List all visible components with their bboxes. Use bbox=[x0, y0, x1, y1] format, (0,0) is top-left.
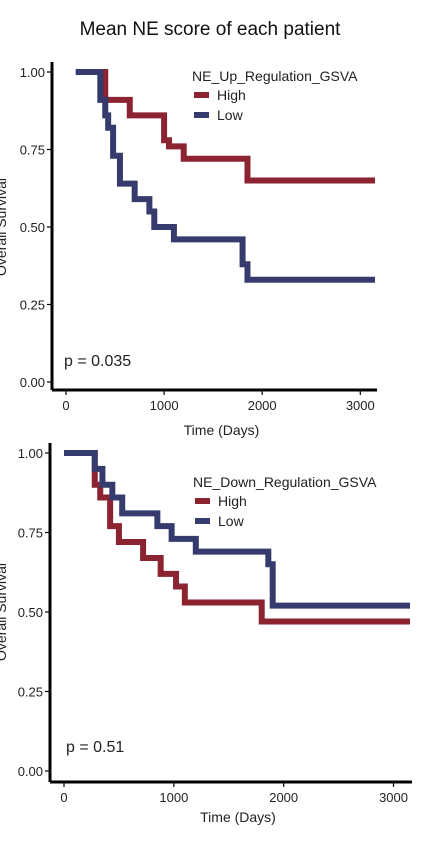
x-tick-label: 3000 bbox=[379, 790, 408, 805]
y-tick-label: 0.75 bbox=[18, 526, 43, 541]
legend-title: NE_Down_Regulation_GSVA bbox=[193, 474, 377, 490]
x-tick-label: 0 bbox=[62, 398, 69, 413]
x-tick-label: 0 bbox=[60, 790, 67, 805]
y-tick-label: 0.00 bbox=[18, 764, 43, 779]
legend-label-low: Low bbox=[218, 513, 245, 529]
y-tick-label: 0.50 bbox=[18, 605, 43, 620]
x-tick-label: 1000 bbox=[159, 790, 188, 805]
survival-curve-low bbox=[64, 450, 410, 609]
legend-label-high: High bbox=[218, 493, 247, 509]
top-panel: 0.00 0.25 0.50 0.75 1.00 0 1000 2000 3000 Time (D… bbox=[0, 62, 377, 438]
y-tick-label: 0.25 bbox=[20, 298, 45, 313]
x-tick-label: 1000 bbox=[150, 398, 179, 413]
p-value-label: p = 0.035 bbox=[64, 353, 131, 370]
x-tick-label: 2000 bbox=[248, 398, 277, 413]
y-tick-label: 0.50 bbox=[20, 220, 45, 235]
legend-title: NE_Up_Regulation_GSVA bbox=[192, 68, 358, 84]
y-axis-label: Overall Survival bbox=[0, 178, 9, 276]
x-axis-label: Time (Days) bbox=[200, 809, 276, 825]
y-tick-label: 1.00 bbox=[20, 65, 45, 80]
y-tick-label: 1.00 bbox=[18, 446, 43, 461]
p-value-label: p = 0.51 bbox=[66, 739, 124, 756]
legend-label-low: Low bbox=[217, 107, 244, 123]
y-tick-label: 0.25 bbox=[18, 685, 43, 700]
x-tick-label: 2000 bbox=[269, 790, 298, 805]
x-axis-label: Time (Days) bbox=[184, 422, 260, 438]
x-tick-label: 3000 bbox=[346, 398, 375, 413]
y-tick-label: 0.00 bbox=[20, 375, 45, 390]
survival-curve-high bbox=[75, 69, 375, 184]
bottom-panel: 0.00 0.25 0.50 0.75 1.00 0 1000 2000 3000 Time (D… bbox=[0, 443, 412, 825]
y-axis-label: Overall Survival bbox=[0, 563, 9, 661]
survival-curve-low bbox=[75, 69, 375, 283]
legend-label-high: High bbox=[217, 87, 246, 103]
figure-title: Mean NE score of each patient bbox=[80, 19, 342, 40]
y-tick-label: 0.75 bbox=[20, 143, 45, 158]
